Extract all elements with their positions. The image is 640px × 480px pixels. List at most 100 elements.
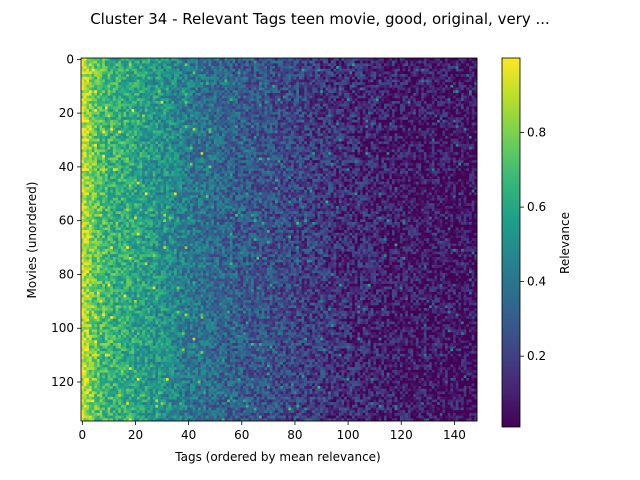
- heatmap-cell: [176, 141, 180, 145]
- heatmap-cell: [418, 125, 422, 129]
- heatmap-cell: [280, 125, 284, 129]
- heatmap-cell: [147, 79, 151, 83]
- heatmap-cell: [208, 144, 212, 148]
- heatmap-cell: [168, 144, 172, 148]
- heatmap-cell: [277, 144, 281, 148]
- heatmap-cell: [389, 60, 393, 64]
- heatmap-cell: [227, 101, 231, 105]
- heatmap-cell: [224, 92, 228, 96]
- heatmap-cell: [269, 76, 273, 80]
- heatmap-cell: [227, 87, 231, 91]
- heatmap-cell: [463, 60, 467, 64]
- heatmap-cell: [86, 141, 90, 145]
- heatmap-cell: [325, 74, 329, 78]
- heatmap-cell: [402, 111, 406, 115]
- heatmap-cell: [213, 79, 217, 83]
- heatmap-cell: [208, 63, 212, 67]
- heatmap-cell: [386, 114, 390, 118]
- heatmap-cell: [203, 125, 207, 129]
- heatmap-cell: [450, 92, 454, 96]
- heatmap-cell: [96, 106, 100, 110]
- heatmap-cell: [253, 146, 257, 150]
- heatmap-cell: [168, 138, 172, 142]
- heatmap-cell: [399, 133, 403, 137]
- heatmap-cell: [445, 58, 449, 62]
- heatmap-cell: [402, 109, 406, 113]
- heatmap-cell: [131, 90, 135, 94]
- heatmap-cell: [365, 84, 369, 88]
- heatmap-cell: [219, 122, 223, 126]
- heatmap-cell: [431, 109, 435, 113]
- heatmap-cell: [102, 122, 106, 126]
- heatmap-cell: [285, 133, 289, 137]
- heatmap-cell: [309, 92, 313, 96]
- heatmap-cell: [336, 133, 340, 137]
- heatmap-cell: [195, 60, 199, 64]
- heatmap-cell: [282, 68, 286, 72]
- heatmap-cell: [437, 122, 441, 126]
- heatmap-cell: [232, 117, 236, 121]
- heatmap-cell: [469, 141, 473, 145]
- heatmap-cell: [115, 130, 119, 134]
- heatmap-cell: [240, 63, 244, 67]
- heatmap-cell: [370, 127, 374, 131]
- heatmap-cell: [83, 63, 87, 67]
- heatmap-cell: [166, 125, 170, 129]
- heatmap-cell: [134, 66, 138, 70]
- heatmap-cell: [192, 71, 196, 75]
- heatmap-cell: [155, 58, 159, 62]
- heatmap-cell: [370, 144, 374, 148]
- heatmap-cell: [126, 82, 130, 86]
- heatmap-cell: [341, 103, 345, 107]
- heatmap-cell: [407, 84, 411, 88]
- heatmap-cell: [309, 125, 313, 129]
- heatmap-cell: [181, 82, 185, 86]
- heatmap-cell: [293, 101, 297, 105]
- heatmap-cell: [376, 76, 380, 80]
- heatmap-cell: [296, 95, 300, 99]
- heatmap-cell: [184, 84, 188, 88]
- heatmap-cell: [200, 95, 204, 99]
- heatmap-cell: [256, 127, 260, 131]
- heatmap-cell: [304, 76, 308, 80]
- heatmap-cell: [160, 127, 164, 131]
- heatmap-cell: [155, 68, 159, 72]
- heatmap-cell: [240, 144, 244, 148]
- heatmap-cell: [455, 63, 459, 67]
- heatmap-cell: [312, 117, 316, 121]
- heatmap-cell: [147, 111, 151, 115]
- heatmap-cell: [264, 111, 268, 115]
- heatmap-cell: [120, 95, 124, 99]
- heatmap-cell: [275, 92, 279, 96]
- heatmap-cell: [120, 90, 124, 94]
- heatmap-cell: [418, 95, 422, 99]
- heatmap-cell: [200, 92, 204, 96]
- heatmap-cell: [415, 79, 419, 83]
- heatmap-cell: [407, 98, 411, 102]
- heatmap-cell: [341, 130, 345, 134]
- heatmap-cell: [471, 92, 475, 96]
- heatmap-cell: [88, 141, 92, 145]
- heatmap-cell: [365, 111, 369, 115]
- heatmap-cell: [264, 146, 268, 150]
- heatmap-cell: [136, 127, 140, 131]
- heatmap-cell: [128, 130, 132, 134]
- heatmap-cell: [91, 82, 95, 86]
- heatmap-cell: [91, 90, 95, 94]
- heatmap-cell: [128, 92, 132, 96]
- heatmap-cell: [163, 106, 167, 110]
- heatmap-cell: [176, 82, 180, 86]
- heatmap-cell: [413, 135, 417, 140]
- heatmap-cell: [110, 95, 114, 99]
- heatmap-cell: [389, 63, 393, 67]
- heatmap-cell: [237, 141, 241, 145]
- heatmap-cell: [439, 98, 443, 102]
- heatmap-cell: [96, 111, 100, 115]
- heatmap-cell: [290, 125, 294, 129]
- heatmap-cell: [219, 76, 223, 80]
- heatmap-cell: [349, 144, 353, 148]
- heatmap-cell: [325, 114, 329, 118]
- heatmap-cell: [301, 109, 305, 113]
- heatmap-cell: [184, 95, 188, 99]
- heatmap-cell: [336, 90, 340, 94]
